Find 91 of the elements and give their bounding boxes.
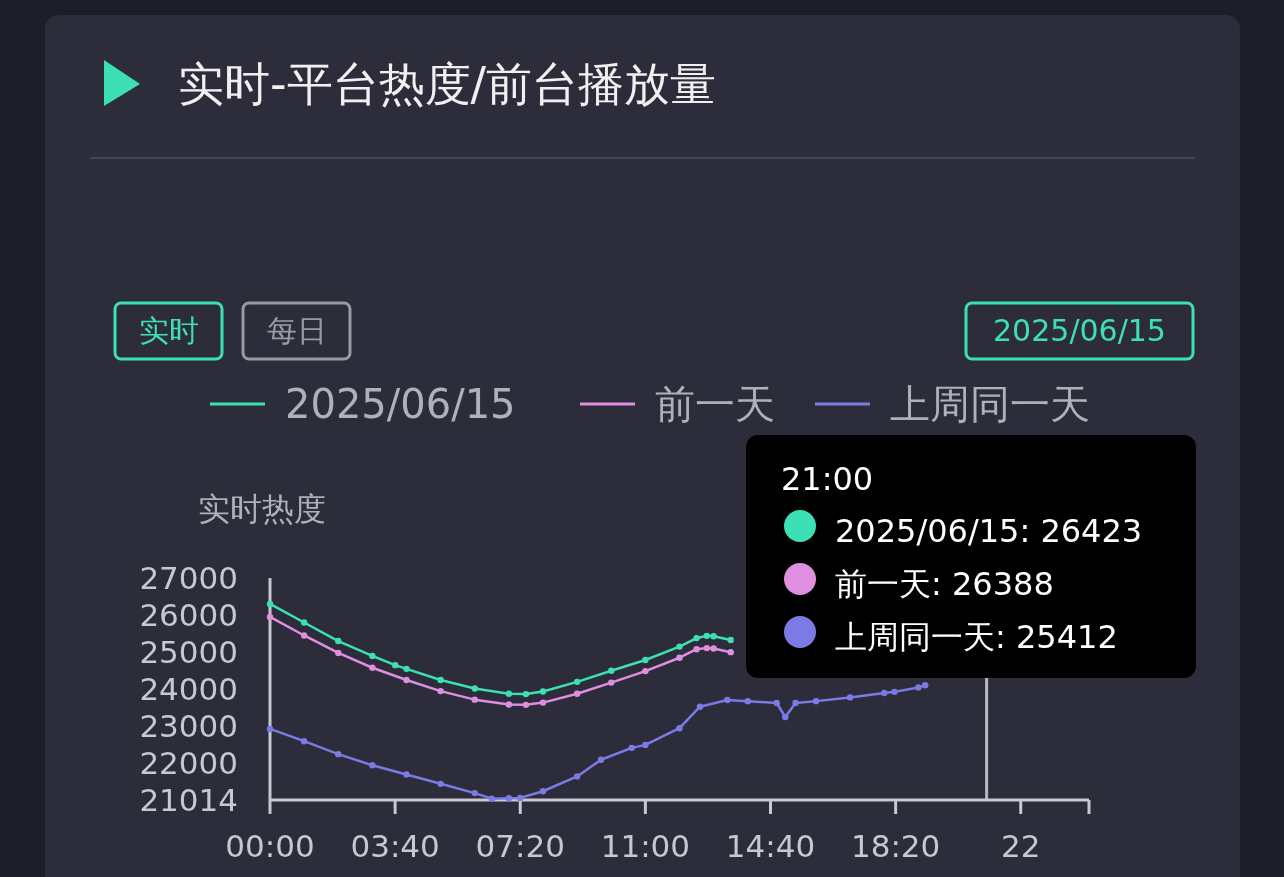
- point: [676, 725, 683, 732]
- y-tick-label: 27000: [139, 560, 238, 596]
- point: [471, 685, 478, 692]
- annotation: 前一天: 26388: [835, 565, 1054, 603]
- point: [727, 648, 734, 656]
- legend-label: 2025/06/15: [285, 381, 516, 427]
- point: [437, 780, 444, 788]
- point: [676, 654, 683, 661]
- point: [891, 688, 898, 696]
- point: [573, 773, 581, 780]
- y-tick-label: 26000: [139, 597, 238, 634]
- point: [782, 713, 789, 721]
- x-tick-label: 03:40: [350, 828, 440, 864]
- y-tick-label: 22000: [139, 745, 238, 782]
- point: [335, 649, 342, 657]
- point: [335, 750, 342, 758]
- legend-label: 上周同一天: [890, 381, 1090, 427]
- point: [608, 679, 615, 686]
- point: [727, 636, 734, 644]
- point: [488, 795, 496, 802]
- point: [369, 664, 376, 671]
- point: [710, 645, 717, 652]
- point: [522, 690, 530, 698]
- text: 2025/06/15: [993, 313, 1166, 348]
- point: [812, 697, 820, 705]
- y-axis-title: 实时热度: [198, 490, 326, 528]
- point: [505, 795, 513, 802]
- point: [642, 667, 649, 675]
- point: [703, 632, 710, 640]
- point: [693, 646, 700, 653]
- point: [369, 652, 376, 660]
- point: [369, 762, 376, 769]
- point: [266, 600, 274, 608]
- point: [608, 667, 615, 674]
- point: [792, 699, 799, 707]
- point: [335, 637, 342, 645]
- point: [516, 794, 524, 802]
- point: [266, 725, 274, 733]
- point: [300, 632, 308, 639]
- point: [266, 613, 274, 621]
- point: [881, 689, 888, 697]
- point: [703, 644, 710, 652]
- legend-label: 前一天: [655, 381, 775, 427]
- point: [403, 665, 410, 673]
- text: 每日: [266, 313, 327, 348]
- y-tick-label: 21014: [139, 782, 238, 818]
- point: [403, 676, 410, 684]
- point: [642, 741, 649, 749]
- point: [300, 737, 308, 745]
- point: [744, 697, 751, 705]
- annotation: 上周同一天: 25412: [835, 618, 1118, 656]
- point: [471, 789, 478, 797]
- y-tick-label: 24000: [139, 671, 238, 708]
- point: [676, 643, 683, 650]
- x-tick-label: 14:40: [725, 828, 816, 864]
- point: [628, 744, 635, 752]
- x-tick-label: 00:00: [225, 828, 315, 864]
- x-tick-label: 18:20: [850, 828, 941, 864]
- point: [922, 681, 929, 689]
- point: [471, 696, 478, 703]
- point: [915, 684, 922, 691]
- point: [539, 688, 547, 695]
- text: 实时: [138, 313, 199, 348]
- point: [642, 656, 649, 664]
- point: [846, 694, 854, 701]
- y-tick-label: 25000: [139, 634, 238, 671]
- chart-title: 实时-平台热度/前台播放量: [178, 57, 717, 111]
- text: 21:00: [781, 460, 874, 498]
- text: 2025/06/15: 26423: [835, 512, 1143, 550]
- point: [597, 756, 605, 763]
- point: [392, 661, 399, 669]
- point: [505, 701, 513, 708]
- y-tick-label: 23000: [139, 708, 238, 745]
- point: [693, 634, 700, 642]
- x-tick-label: 07:20: [475, 828, 565, 864]
- point: [573, 678, 581, 686]
- point: [437, 676, 444, 684]
- point: [724, 696, 731, 704]
- point: [539, 699, 547, 706]
- point: [505, 690, 513, 697]
- point: [300, 619, 308, 626]
- x-tick-label: 11:00: [600, 828, 691, 864]
- point: [773, 699, 780, 707]
- point: [403, 771, 410, 778]
- point: [573, 690, 581, 697]
- point: [710, 633, 717, 640]
- point: [696, 703, 704, 710]
- point: [522, 701, 530, 709]
- point: [539, 788, 547, 795]
- x-tick-label: 22: [1001, 828, 1041, 864]
- point: [437, 687, 444, 695]
